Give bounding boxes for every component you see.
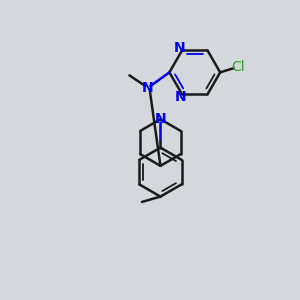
Text: N: N <box>174 41 185 55</box>
Text: Cl: Cl <box>231 60 245 74</box>
Text: N: N <box>154 112 166 126</box>
Text: N: N <box>142 81 154 95</box>
Text: N: N <box>175 90 186 104</box>
